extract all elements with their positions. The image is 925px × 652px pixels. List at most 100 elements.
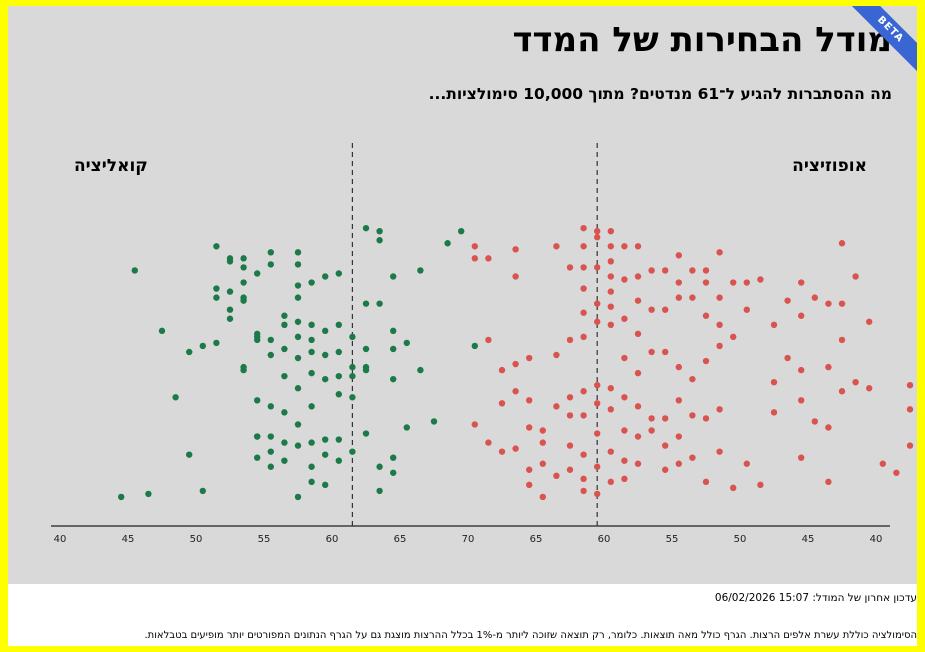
opposition-point (607, 303, 614, 310)
opposition-point (485, 255, 492, 262)
opposition-point (471, 255, 478, 262)
opposition-point (512, 273, 519, 280)
coalition-point (308, 279, 315, 286)
coalition-point (226, 288, 234, 295)
opposition-point (580, 475, 587, 483)
opposition-point (662, 442, 669, 449)
coalition-point (294, 294, 302, 301)
opposition-point (594, 400, 601, 407)
opposition-point (730, 484, 737, 492)
opposition-point (539, 439, 546, 446)
opposition-point (594, 318, 601, 325)
opposition-point (784, 297, 791, 304)
opposition-point (594, 300, 601, 307)
coalition-point (322, 436, 329, 443)
opposition-point (471, 421, 478, 428)
coalition-point (281, 372, 288, 380)
opposition-point (798, 279, 805, 286)
opposition-point (580, 333, 587, 341)
chart-subtitle: מה ההסתברות להגיע ל־61 מנדטים? מתוך 10,0… (428, 85, 892, 103)
coalition-point (186, 451, 193, 458)
opposition-point (743, 279, 750, 286)
coalition-point (294, 318, 302, 325)
coalition-point (308, 369, 315, 377)
coalition-point (281, 321, 288, 328)
opposition-point (621, 427, 628, 434)
opposition-point (662, 466, 669, 473)
coalition-point (471, 342, 478, 350)
coalition-point (240, 255, 247, 262)
opposition-point (594, 264, 601, 271)
coalition-point (417, 366, 424, 374)
opposition-point (798, 397, 805, 404)
beta-badge-label: BETA (847, 6, 917, 76)
coalition-point (335, 348, 342, 356)
opposition-point (825, 478, 832, 486)
coalition-point (267, 433, 274, 440)
coalition-point (240, 366, 247, 374)
coalition-point (308, 403, 315, 410)
opposition-point (838, 388, 846, 395)
coalition-point (267, 403, 274, 410)
coalition-point (362, 300, 370, 307)
coalition-point (254, 397, 261, 404)
opposition-point (607, 288, 614, 295)
opposition-point (607, 478, 614, 486)
opposition-point (770, 378, 778, 386)
opposition-point (784, 354, 791, 362)
opposition-point (702, 357, 710, 365)
opposition-point (634, 243, 642, 250)
opposition-point (526, 397, 533, 404)
coalition-point (335, 391, 342, 398)
coalition-point (254, 270, 261, 277)
coalition-point (199, 487, 206, 495)
opposition-point (906, 406, 914, 413)
opposition-point (566, 264, 574, 271)
coalition-point (131, 267, 138, 274)
coalition-point (322, 481, 329, 489)
opposition-point (770, 409, 778, 416)
coalition-tick-50: 50 (190, 534, 203, 545)
opposition-point (498, 366, 506, 374)
beta-badge: BETA (847, 6, 917, 76)
coalition-point (403, 424, 410, 431)
opposition-point (730, 333, 737, 341)
opposition-point (675, 433, 682, 440)
opposition-point (757, 481, 764, 489)
coalition-point (308, 336, 315, 344)
opposition-point (634, 330, 642, 338)
opposition-point (580, 243, 587, 250)
coalition-point (281, 345, 288, 353)
coalition-point (322, 451, 329, 458)
page-title: מודל הבחירות של המדד (512, 20, 892, 60)
opposition-tick-50: 50 (734, 534, 747, 545)
coalition-point (226, 258, 234, 265)
coalition-point (390, 345, 397, 353)
opposition-tick-45: 45 (802, 534, 815, 545)
opposition-point (634, 297, 642, 304)
opposition-point (689, 294, 696, 301)
coalition-label: קואליציה (74, 156, 148, 176)
opposition-point (634, 460, 642, 467)
opposition-point (539, 427, 546, 434)
coalition-point (186, 348, 193, 356)
opposition-point (471, 243, 478, 250)
opposition-point (689, 412, 696, 419)
coalition-point (240, 294, 247, 301)
coalition-point (267, 336, 274, 344)
coalition-point (362, 345, 370, 353)
opposition-point (553, 472, 560, 479)
coalition-point (362, 224, 370, 232)
coalition-point (254, 336, 261, 344)
coalition-point (226, 306, 234, 313)
coalition-point (267, 448, 274, 455)
simulation-note: הסימולציה כוללת עשרת אלפים הרצות. הגרף כ… (144, 630, 917, 641)
opposition-point (526, 424, 533, 431)
coalition-tick-55: 55 (258, 534, 271, 545)
coalition-tick-45: 45 (122, 534, 135, 545)
coalition-point (390, 375, 397, 383)
coalition-point (294, 282, 302, 289)
opposition-point (838, 336, 846, 344)
opposition-point (580, 285, 587, 292)
